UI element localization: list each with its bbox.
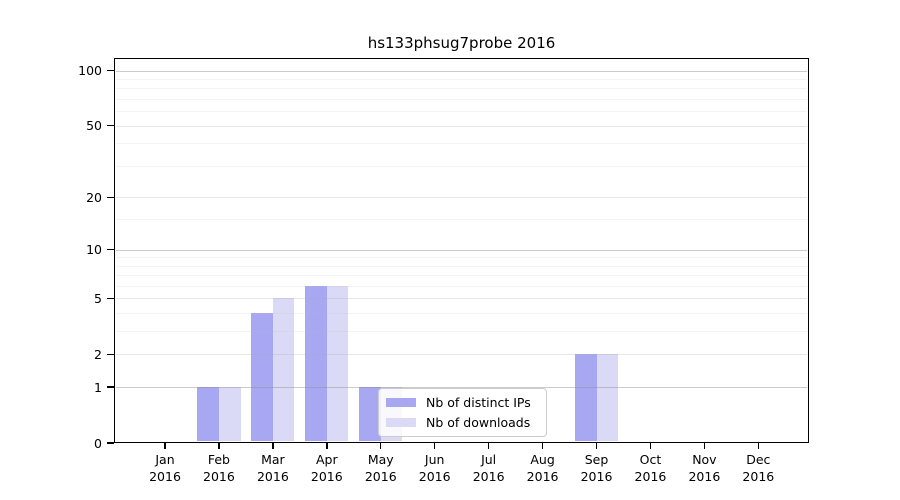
gridline-minor xyxy=(116,265,807,267)
x-tick-label: Aug 2016 xyxy=(526,452,559,484)
legend-item-downloads: Nb of downloads xyxy=(386,415,539,430)
x-tick-mark xyxy=(380,443,382,449)
bar-ips-apr xyxy=(305,285,327,442)
gridline-minor xyxy=(116,219,807,221)
y-tick-mark xyxy=(107,248,114,251)
x-tick-label: Apr 2016 xyxy=(310,452,343,484)
x-tick-mark xyxy=(272,443,274,449)
x-tick-label: Jun 2016 xyxy=(418,452,451,484)
gridline-major xyxy=(116,249,807,251)
gridline-minor xyxy=(116,275,807,277)
x-tick-mark xyxy=(326,443,328,449)
bar-ips-may xyxy=(359,387,381,442)
x-tick-mark xyxy=(595,443,598,449)
gridline-minor xyxy=(116,99,807,100)
gridline-minor xyxy=(116,286,807,287)
x-tick-label: Jul 2016 xyxy=(472,452,505,484)
y-tick-mark xyxy=(107,196,114,198)
gridline-minor xyxy=(116,257,807,259)
gridline-mid xyxy=(116,125,807,127)
chart-title: hs133phsug7probe 2016 xyxy=(367,34,556,52)
y-tick-label: 1 xyxy=(94,379,102,395)
bar-downloads-sep xyxy=(596,354,619,442)
plot-area xyxy=(114,58,809,443)
gridline-minor xyxy=(116,143,807,145)
y-tick-mark xyxy=(107,386,114,388)
x-tick-label: Oct 2016 xyxy=(634,452,667,484)
legend: Nb of distinct IPs Nb of downloads xyxy=(378,388,547,437)
y-tick-mark xyxy=(107,353,114,356)
y-tick-label: 2 xyxy=(94,346,102,362)
x-tick-mark xyxy=(703,443,706,449)
bar-ips-feb xyxy=(197,387,219,442)
y-tick-label: 0 xyxy=(94,435,102,451)
y-tick-mark xyxy=(107,297,114,300)
legend-label-distinct-ips: Nb of distinct IPs xyxy=(426,394,531,410)
x-tick-label: Dec 2016 xyxy=(742,452,775,484)
y-tick-label: 10 xyxy=(86,241,102,257)
gridline-minor xyxy=(116,79,807,80)
x-tick-mark xyxy=(164,443,166,449)
gridline-minor xyxy=(116,88,807,90)
gridline-major xyxy=(116,387,807,389)
y-tick-label: 20 xyxy=(86,189,102,205)
x-tick-mark xyxy=(434,443,436,449)
legend-item-distinct-ips: Nb of distinct IPs xyxy=(386,395,539,410)
gridline-minor xyxy=(116,165,807,167)
x-tick-mark xyxy=(541,443,544,449)
bar-downloads-apr xyxy=(326,285,349,442)
legend-label-downloads: Nb of downloads xyxy=(426,415,531,431)
bar-ips-sep xyxy=(574,354,597,442)
gridline-mid xyxy=(116,298,807,300)
bar-downloads-mar xyxy=(272,298,295,442)
legend-swatch-downloads xyxy=(386,418,416,428)
x-tick-label: Mar 2016 xyxy=(256,452,289,484)
y-tick-mark xyxy=(107,124,114,127)
y-tick-label: 5 xyxy=(94,290,102,306)
bar-ips-mar xyxy=(251,313,273,442)
bar-downloads-feb xyxy=(218,387,241,442)
gridline-minor xyxy=(116,313,807,315)
y-tick-label: 50 xyxy=(86,118,102,134)
gridline-mid xyxy=(116,197,807,199)
x-tick-label: May 2016 xyxy=(364,452,397,484)
x-tick-label: Nov 2016 xyxy=(688,452,721,484)
x-tick-mark xyxy=(649,443,652,449)
gridline-minor xyxy=(116,111,807,113)
y-tick-mark xyxy=(107,442,114,444)
x-tick-label: Sep 2016 xyxy=(580,452,613,484)
x-tick-label: Jan 2016 xyxy=(149,452,181,484)
gridline-major xyxy=(116,70,807,72)
x-tick-mark xyxy=(487,443,490,449)
x-tick-label: Feb 2016 xyxy=(203,452,235,484)
x-tick-mark xyxy=(218,443,220,449)
gridline-minor xyxy=(116,331,807,333)
y-tick-mark xyxy=(107,69,114,72)
legend-swatch-distinct-ips xyxy=(386,397,416,407)
y-tick-label: 100 xyxy=(78,63,102,79)
gridline-mid xyxy=(116,354,807,356)
x-tick-mark xyxy=(757,443,760,449)
